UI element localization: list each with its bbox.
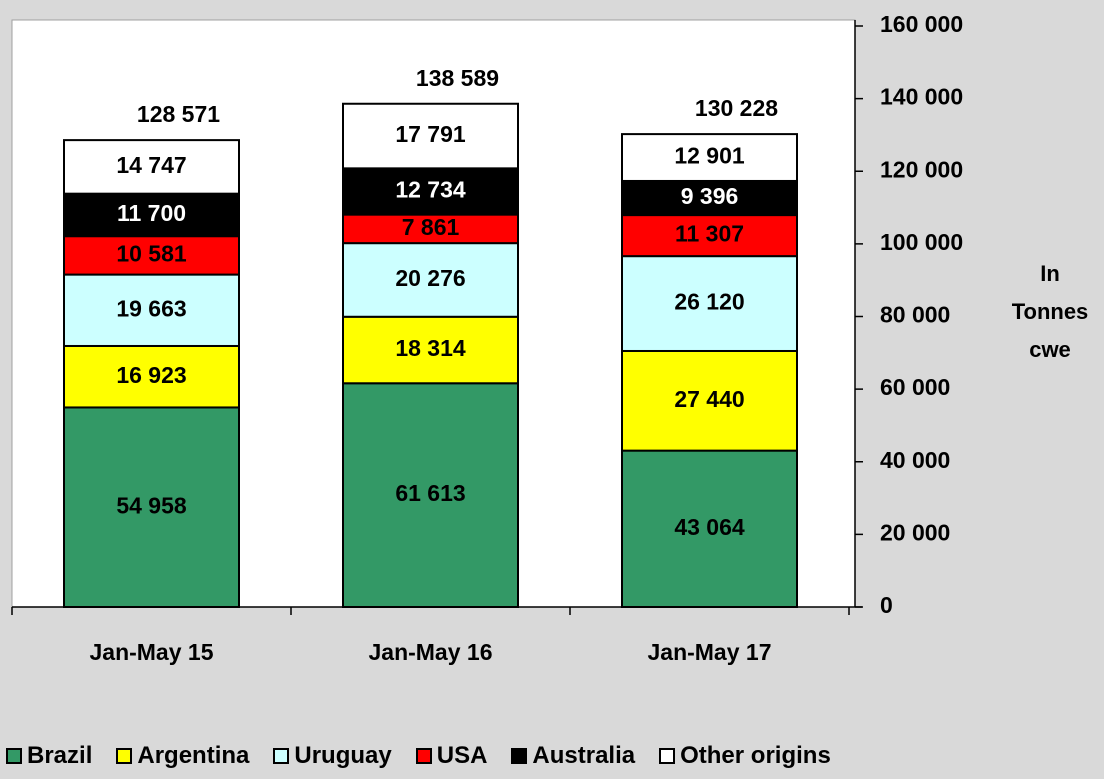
legend-item: Brazil bbox=[6, 742, 92, 770]
y-tick-label: 60 000 bbox=[880, 374, 950, 400]
bar-segment bbox=[342, 213, 519, 245]
legend-item: Argentina bbox=[116, 742, 249, 770]
data-label: 16 923 bbox=[116, 362, 186, 388]
bar-segment bbox=[63, 344, 240, 409]
data-label: 12 901 bbox=[674, 143, 745, 169]
bar-segment bbox=[342, 167, 519, 216]
legend-swatch bbox=[273, 748, 290, 764]
total-label: 128 571 bbox=[137, 101, 220, 127]
bar-segment bbox=[621, 214, 798, 258]
x-tick-label: Jan-May 15 bbox=[89, 639, 213, 665]
y-tick-label: 40 000 bbox=[880, 447, 950, 473]
bar-segment bbox=[63, 273, 240, 347]
legend-label: Uruguay bbox=[294, 742, 392, 769]
bar-segment bbox=[342, 315, 519, 385]
data-label: 10 581 bbox=[116, 240, 187, 266]
data-label: 20 276 bbox=[395, 265, 465, 291]
legend-item: Uruguay bbox=[273, 742, 392, 770]
y-tick-label: 120 000 bbox=[880, 156, 963, 182]
bar-segment bbox=[621, 255, 798, 352]
legend-label: Argentina bbox=[137, 742, 250, 769]
bar-segment bbox=[342, 102, 519, 170]
legend-label: USA bbox=[436, 742, 488, 769]
data-label: 11 700 bbox=[117, 200, 186, 226]
legend-swatch bbox=[511, 748, 528, 764]
legend-label: Other origins bbox=[680, 742, 831, 769]
y-tick-label: 0 bbox=[880, 592, 893, 618]
legend-item: USA bbox=[415, 742, 488, 770]
y-tick-label: 140 000 bbox=[880, 84, 963, 110]
bar-segment bbox=[621, 449, 798, 608]
bar-segment bbox=[63, 192, 240, 238]
y-tick-label: 160 000 bbox=[880, 11, 963, 37]
data-label: 9 396 bbox=[681, 183, 739, 209]
legend: Brazil Argentina Uruguay USA Australia Other … bbox=[6, 742, 831, 770]
data-label: 61 613 bbox=[395, 480, 465, 506]
legend-label: Australia bbox=[532, 742, 636, 769]
data-label: 12 734 bbox=[395, 177, 466, 203]
legend-swatch bbox=[6, 748, 22, 764]
bar-segment bbox=[342, 242, 519, 318]
legend-swatch bbox=[415, 748, 432, 764]
legend-swatch bbox=[659, 748, 676, 764]
bar-segment bbox=[63, 139, 240, 195]
data-label: 54 958 bbox=[116, 492, 187, 518]
bar-segment bbox=[621, 133, 798, 182]
data-label: 17 791 bbox=[395, 121, 466, 147]
y-tick-label: 20 000 bbox=[880, 519, 950, 545]
bar-segment bbox=[63, 235, 240, 276]
y-tick-label: 80 000 bbox=[880, 302, 950, 328]
data-label: 27 440 bbox=[674, 386, 744, 412]
data-label: 7 861 bbox=[402, 214, 460, 240]
y-axis-label: In Tonnes cwe bbox=[1011, 261, 1089, 362]
total-label: 138 589 bbox=[416, 65, 499, 91]
legend-swatch bbox=[116, 748, 133, 764]
legend-item: Other origins bbox=[659, 742, 831, 770]
data-label: 19 663 bbox=[116, 295, 186, 321]
data-label: 26 120 bbox=[674, 289, 744, 315]
data-label: 43 064 bbox=[674, 514, 745, 540]
bar-segment bbox=[621, 179, 798, 217]
legend-label: Brazil bbox=[27, 742, 93, 769]
x-tick-label: Jan-May 17 bbox=[647, 639, 771, 665]
data-label: 14 747 bbox=[116, 152, 186, 178]
bar-segment bbox=[63, 406, 240, 609]
legend-item: Australia bbox=[511, 742, 635, 770]
bar-segment bbox=[621, 349, 798, 452]
data-label: 11 307 bbox=[675, 221, 744, 247]
bar-segment bbox=[342, 382, 519, 608]
total-label: 130 228 bbox=[695, 95, 778, 121]
y-tick-label: 100 000 bbox=[880, 229, 963, 255]
x-tick-label: Jan-May 16 bbox=[368, 639, 492, 665]
data-label: 18 314 bbox=[395, 335, 466, 361]
